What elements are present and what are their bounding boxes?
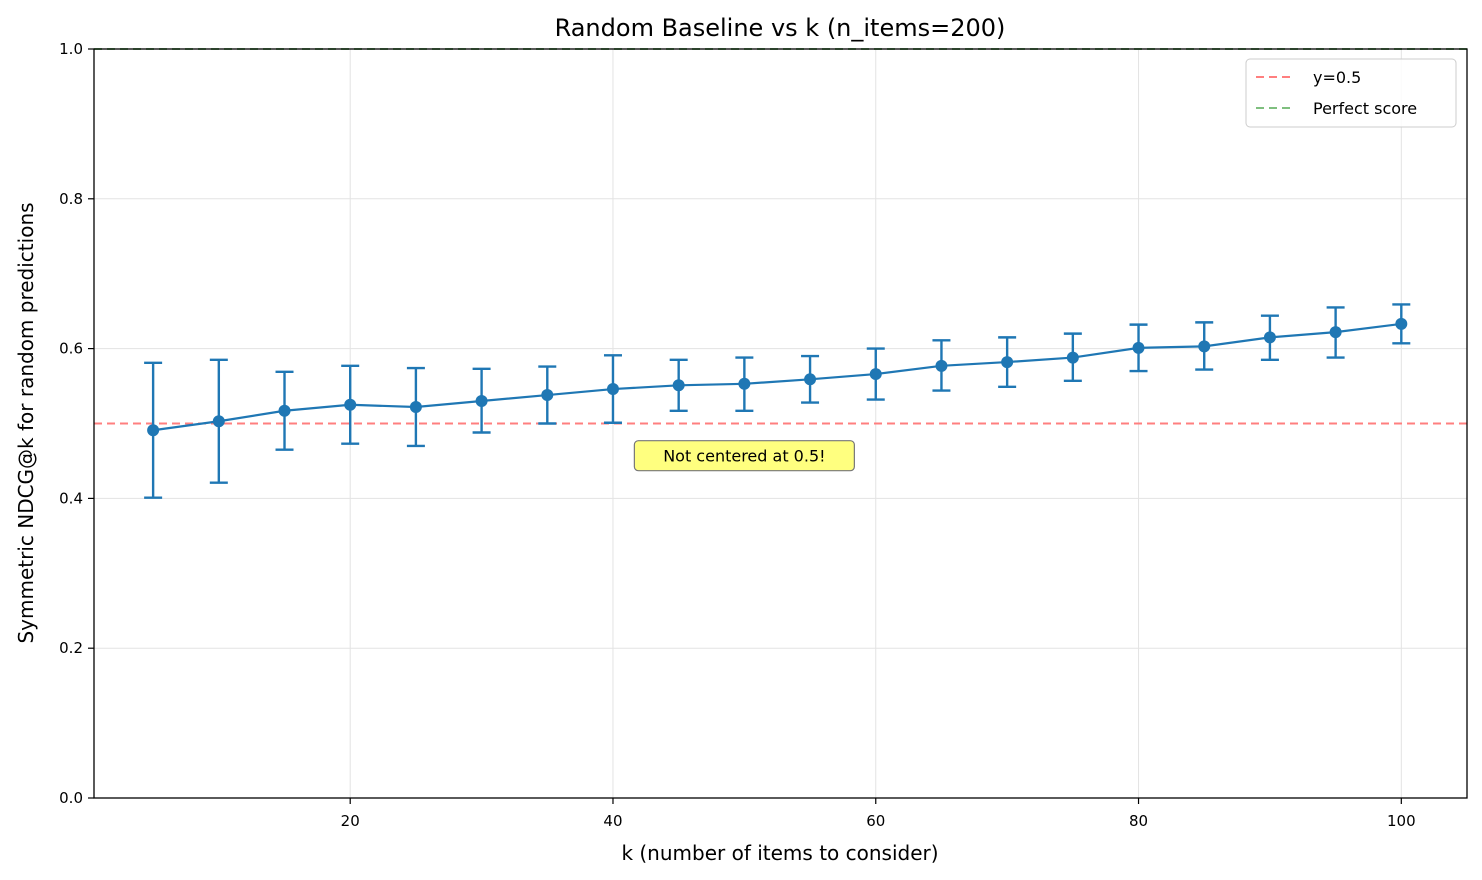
data-point-1 xyxy=(212,415,225,428)
data-point-19 xyxy=(1395,317,1408,330)
legend-box xyxy=(1245,58,1457,128)
data-point-14 xyxy=(1066,351,1079,364)
legend: y=0.5 Perfect score xyxy=(1245,58,1457,128)
data-point-2 xyxy=(278,404,291,417)
data-point-9 xyxy=(738,377,751,390)
data-point-5 xyxy=(475,395,488,408)
annotation-box-0 xyxy=(633,440,855,472)
data-point-15 xyxy=(1132,341,1145,354)
data-point-18 xyxy=(1329,326,1342,339)
legend-label-1: Perfect score xyxy=(1313,99,1417,118)
y-tick-label-0: 0.0 xyxy=(59,789,83,807)
legend-label-0: y=0.5 xyxy=(1313,68,1361,87)
data-point-17 xyxy=(1263,331,1276,344)
y-tick-label-4: 0.8 xyxy=(59,190,83,208)
data-point-10 xyxy=(804,373,817,386)
data-point-11 xyxy=(869,368,882,381)
annotation-text-0: Not centered at 0.5! xyxy=(663,447,825,466)
data-point-3 xyxy=(344,398,357,411)
data-point-16 xyxy=(1198,340,1211,353)
x-tick-label-0: 20 xyxy=(341,812,360,830)
x-tick-label-2: 60 xyxy=(866,812,885,830)
x-tick-label-1: 40 xyxy=(603,812,622,830)
annotation: Not centered at 0.5! xyxy=(633,440,855,472)
data-point-0 xyxy=(147,424,160,437)
x-tick-label-3: 80 xyxy=(1129,812,1148,830)
data-point-13 xyxy=(1001,356,1014,369)
y-tick-label-1: 0.2 xyxy=(59,639,83,657)
x-ticks: 20 40 60 80 100 xyxy=(341,798,1416,830)
y-axis-title: Symmetric NDCG@k for random predictions xyxy=(14,202,38,643)
series xyxy=(147,317,1408,437)
data-point-12 xyxy=(935,359,948,372)
series-line-0 xyxy=(152,322,1402,432)
plot-frame xyxy=(93,48,1468,799)
y-tick-label-5: 1.0 xyxy=(59,40,83,58)
x-axis-title: k (number of items to consider) xyxy=(621,841,938,865)
data-point-4 xyxy=(409,401,422,414)
data-point-7 xyxy=(606,383,619,396)
chart-title: Random Baseline vs k (n_items=200) xyxy=(555,14,1006,42)
data-point-8 xyxy=(672,379,685,392)
y-ticks: 0.0 0.2 0.4 0.6 0.8 1.0 xyxy=(59,40,94,807)
data-point-6 xyxy=(541,389,554,402)
x-tick-label-4: 100 xyxy=(1387,812,1416,830)
y-tick-label-2: 0.4 xyxy=(59,489,83,507)
y-tick-label-3: 0.6 xyxy=(59,340,83,358)
